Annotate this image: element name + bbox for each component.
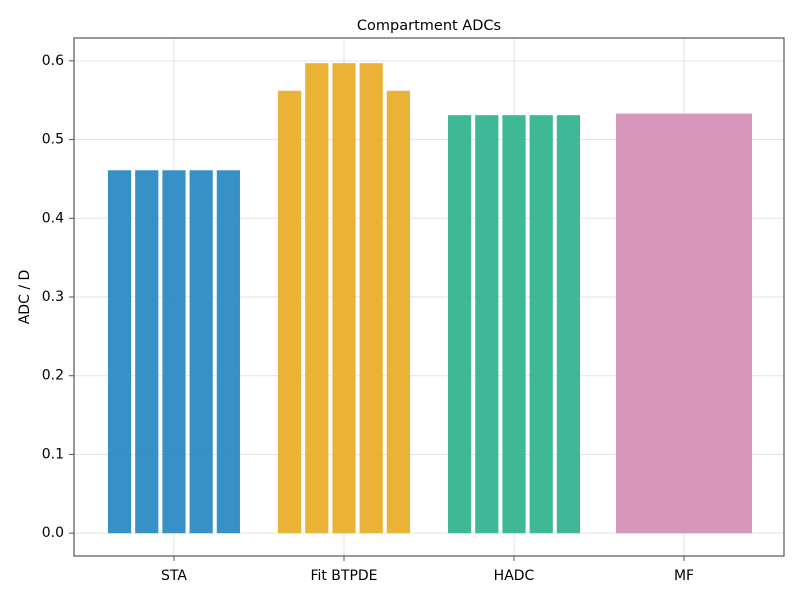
y-tick-label: 0.5	[42, 132, 64, 148]
bar	[529, 115, 553, 534]
y-tick-label: 0.6	[42, 53, 64, 69]
y-tick-label: 0.1	[42, 446, 64, 462]
bar	[448, 115, 472, 534]
bar	[386, 90, 410, 534]
bar	[107, 170, 132, 534]
bar	[162, 170, 186, 534]
bar	[502, 115, 526, 534]
y-tick-label: 0.4	[42, 210, 64, 226]
bar	[332, 63, 356, 534]
bar	[475, 115, 499, 534]
bar	[189, 170, 213, 534]
bar	[135, 170, 159, 534]
y-tick-label: 0.0	[42, 525, 64, 541]
y-tick-label: 0.2	[42, 368, 64, 384]
x-tick-label: MF	[674, 568, 694, 584]
chart-title: Compartment ADCs	[357, 18, 501, 34]
bar	[216, 170, 240, 534]
x-tick-label: STA	[161, 568, 187, 584]
y-axis-label: ADC / D	[17, 270, 33, 325]
y-tick-label: 0.3	[42, 289, 64, 305]
bar	[556, 115, 581, 534]
bar	[359, 63, 383, 534]
x-tick-label: Fit BTPDE	[310, 568, 377, 584]
bar	[305, 63, 329, 534]
x-tick-label: HADC	[494, 568, 535, 584]
bars	[107, 63, 753, 534]
bar	[616, 113, 753, 534]
bar	[277, 90, 302, 534]
